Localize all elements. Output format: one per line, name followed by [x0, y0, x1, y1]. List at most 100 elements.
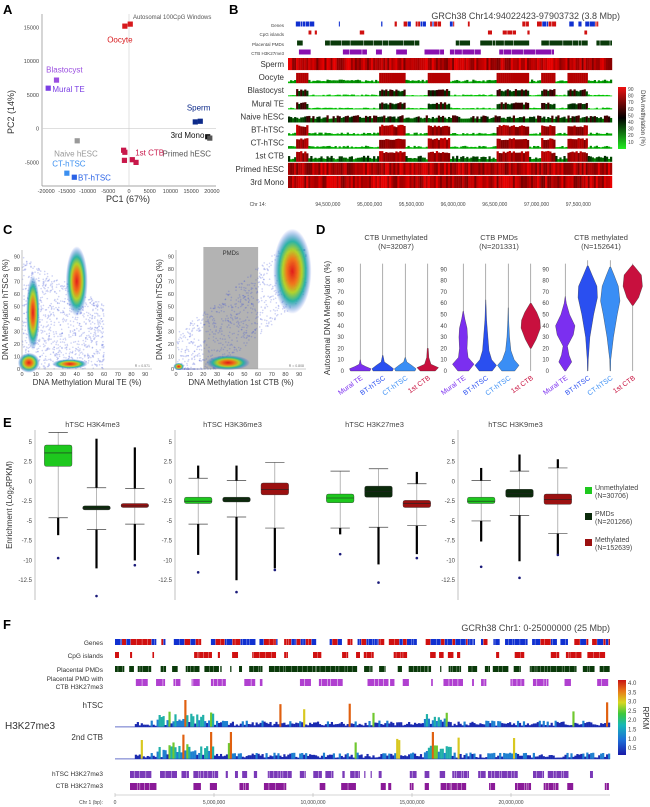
b-methylation-bar — [490, 158, 493, 162]
b-methylation-bar — [373, 58, 376, 71]
density-point — [227, 319, 230, 322]
f-signal-bar — [356, 752, 359, 759]
b-annotation-feature — [467, 21, 470, 27]
b-methylation-bar — [298, 139, 301, 149]
density-point — [220, 305, 222, 307]
density-point — [36, 348, 38, 350]
density-point — [219, 330, 221, 333]
f-x-tick-label: 10,000,000 — [300, 800, 325, 806]
b-methylation-bar — [561, 162, 564, 175]
b-methylation-bar — [524, 58, 528, 71]
f-signal-bar — [554, 720, 557, 727]
panel-label-a: A — [3, 2, 13, 17]
b-methylation-bar — [298, 103, 301, 110]
f-annotation-feature — [342, 652, 347, 658]
density-point — [93, 353, 96, 355]
b-methylation-bar — [587, 147, 590, 149]
boxplot-box-unmethylated — [44, 444, 73, 467]
density-point — [47, 286, 49, 289]
density-point — [231, 309, 233, 311]
density-point — [200, 349, 203, 351]
density-point — [66, 344, 69, 347]
f-signal-bar — [463, 754, 466, 759]
density-point — [243, 286, 245, 289]
f-annotation-feature — [411, 639, 414, 645]
b-methylation-bar — [393, 152, 396, 162]
b-methylation-bar — [545, 89, 548, 97]
b-methylation-bar — [423, 162, 426, 175]
density-point — [255, 313, 258, 316]
f-annotation-feature — [297, 666, 303, 672]
density-point — [229, 313, 232, 316]
pca-title: Autosomal 100CpG Windows — [133, 15, 211, 21]
f-signal-bar — [457, 737, 460, 759]
f-signal-bar — [305, 724, 308, 727]
density-point — [247, 297, 250, 299]
b-methylation-bar — [417, 58, 420, 71]
b-methylation-bar — [587, 94, 590, 97]
density-point — [276, 309, 279, 312]
b-methylation-bar — [599, 81, 603, 84]
density-point — [47, 338, 49, 340]
b-methylation-bar — [417, 116, 420, 123]
density-point — [32, 271, 34, 274]
f-signal-bar — [524, 752, 528, 759]
b-methylation-bar — [320, 162, 323, 175]
density-point — [272, 285, 274, 288]
b-methylation-bar — [460, 118, 463, 123]
density-point — [31, 271, 33, 274]
f-annotation-feature — [173, 639, 180, 645]
density-point — [42, 331, 44, 333]
b-annotation-feature — [610, 40, 612, 46]
f-annotation-feature — [190, 639, 196, 645]
b-methylation-bar — [490, 94, 493, 97]
b-methylation-bar — [334, 95, 337, 97]
b-methylation-bar — [403, 58, 406, 71]
b-methylation-bar — [537, 108, 540, 110]
b-methylation-bar — [371, 94, 374, 97]
density-point — [101, 344, 104, 346]
f-domain-track-label: hTSC H3K27me3 — [52, 771, 103, 778]
density-y-tick-label: 80 — [168, 267, 174, 273]
b-methylation-bar — [456, 95, 459, 97]
density-point — [46, 272, 49, 275]
b-methylation-bar — [389, 162, 392, 175]
b-methylation-bar — [320, 175, 323, 188]
density-point — [198, 318, 200, 321]
density-point — [23, 274, 25, 277]
f-domain-feature — [225, 771, 228, 778]
density-point — [196, 348, 198, 351]
b-methylation-bar — [375, 162, 378, 175]
b-methylation-bar — [569, 117, 572, 123]
f-annotation-feature — [418, 666, 421, 672]
density-point — [78, 335, 81, 338]
density-point — [46, 275, 49, 278]
b-methylation-bar — [500, 72, 503, 84]
b-methylation-bar — [328, 118, 331, 123]
b-methylation-bar — [589, 145, 592, 149]
b-methylation-bar — [423, 108, 426, 110]
density-point — [257, 267, 260, 270]
density-point — [45, 277, 48, 280]
b-methylation-bar — [579, 103, 582, 110]
f-annotation-feature — [592, 639, 597, 645]
b-methylation-bar — [456, 116, 459, 123]
density-point — [196, 316, 198, 319]
b-methylation-bar — [533, 158, 536, 162]
b-methylation-bar — [575, 58, 578, 71]
b-methylation-bar — [597, 162, 601, 175]
density-point — [43, 286, 45, 289]
b-methylation-bar — [553, 118, 556, 123]
density-point — [41, 354, 43, 357]
b-methylation-bar — [520, 58, 524, 71]
density-point — [23, 312, 25, 315]
f-signal-bar — [548, 755, 551, 759]
b-methylation-bar — [358, 147, 362, 149]
density-point — [192, 327, 194, 330]
b-methylation-bar — [522, 175, 526, 188]
density-point — [205, 313, 207, 315]
f-signal-bar — [516, 753, 520, 759]
b-methylation-bar — [464, 145, 467, 149]
density-point — [93, 302, 95, 305]
b-methylation-bar — [516, 152, 520, 162]
